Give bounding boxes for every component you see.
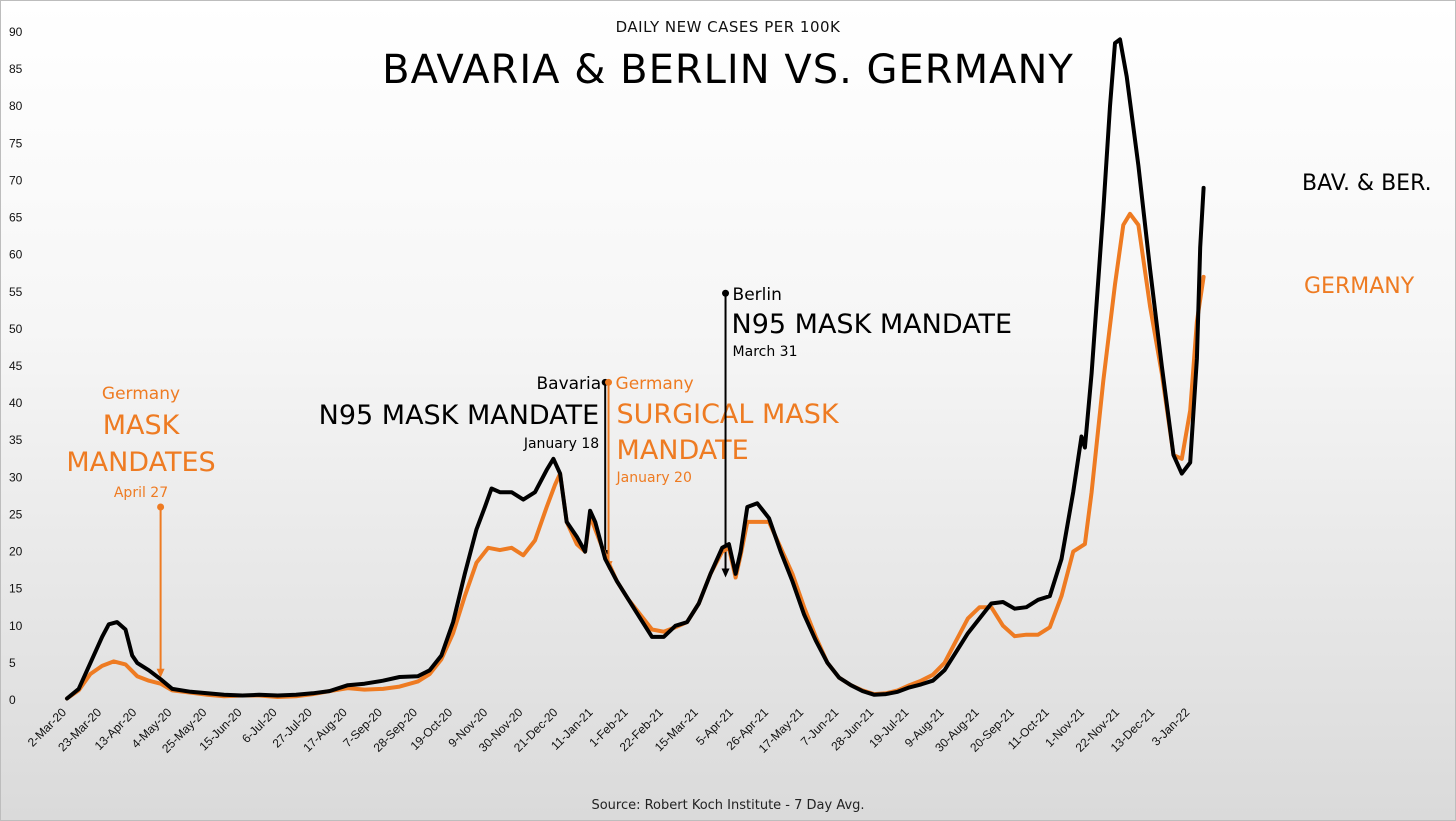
germany-jan-arrow-dot <box>605 378 613 386</box>
germany-april-country: Germany <box>102 384 180 404</box>
germany-april-arrow-arrowhead <box>156 668 165 678</box>
berlin-mar-date: March 31 <box>733 344 798 360</box>
germany-april-date: April 27 <box>114 485 168 501</box>
germany-jan-title-1: SURGICAL MASK <box>617 399 840 430</box>
y-tick-label: 50 <box>9 322 23 336</box>
x-tick-label: 3-Jan-22 <box>1149 705 1193 749</box>
y-tick-label: 30 <box>9 470 23 484</box>
berlin-mar-city: Berlin <box>733 285 782 305</box>
chart-title: BAVARIA & BERLIN VS. GERMANY <box>382 47 1074 93</box>
y-tick-label: 60 <box>9 248 23 262</box>
bavaria-jan-title: N95 MASK MANDATE <box>319 400 600 431</box>
y-tick-label: 40 <box>9 396 23 410</box>
germany-jan-date: January 20 <box>616 470 692 486</box>
y-tick-label: 70 <box>9 173 23 187</box>
y-tick-label: 80 <box>9 99 23 113</box>
germany-april-arrow-dot <box>157 503 165 511</box>
y-tick-label: 45 <box>9 359 23 373</box>
berlin-mar-arrow-dot <box>722 289 730 297</box>
y-tick-label: 0 <box>9 693 16 707</box>
series-line-bav-ber <box>65 37 1206 701</box>
germany-jan-country: Germany <box>616 374 694 394</box>
y-tick-label: 65 <box>9 211 23 225</box>
y-tick-label: 35 <box>9 433 23 447</box>
series-label-bav-ber: BAV. & BER. <box>1302 171 1432 196</box>
y-tick-label: 90 <box>9 25 23 39</box>
y-tick-label: 15 <box>9 582 23 596</box>
germany-april-title-2: MANDATES <box>66 447 215 478</box>
germany-april-title-1: MASK <box>103 410 181 441</box>
berlin-mar-arrow-arrowhead <box>721 568 730 578</box>
bavaria-jan-region: Bavaria <box>536 374 601 394</box>
source-note: Source: Robert Koch Institute - 7 Day Av… <box>591 798 864 813</box>
berlin-mar-title: N95 MASK MANDATE <box>732 309 1013 340</box>
y-tick-label: 55 <box>9 285 23 299</box>
y-tick-label: 85 <box>9 62 23 76</box>
series-label-germany: GERMANY <box>1304 274 1415 299</box>
y-tick-label: 25 <box>9 507 23 521</box>
y-tick-label: 10 <box>9 619 23 633</box>
germany-jan-title-2: MANDATE <box>617 435 749 466</box>
y-tick-label: 75 <box>9 136 23 150</box>
y-tick-label: 20 <box>9 545 23 559</box>
chart-subtitle: DAILY NEW CASES PER 100K <box>616 18 841 36</box>
bavaria-jan-date: January 18 <box>523 436 599 452</box>
y-tick-label: 5 <box>9 656 16 670</box>
